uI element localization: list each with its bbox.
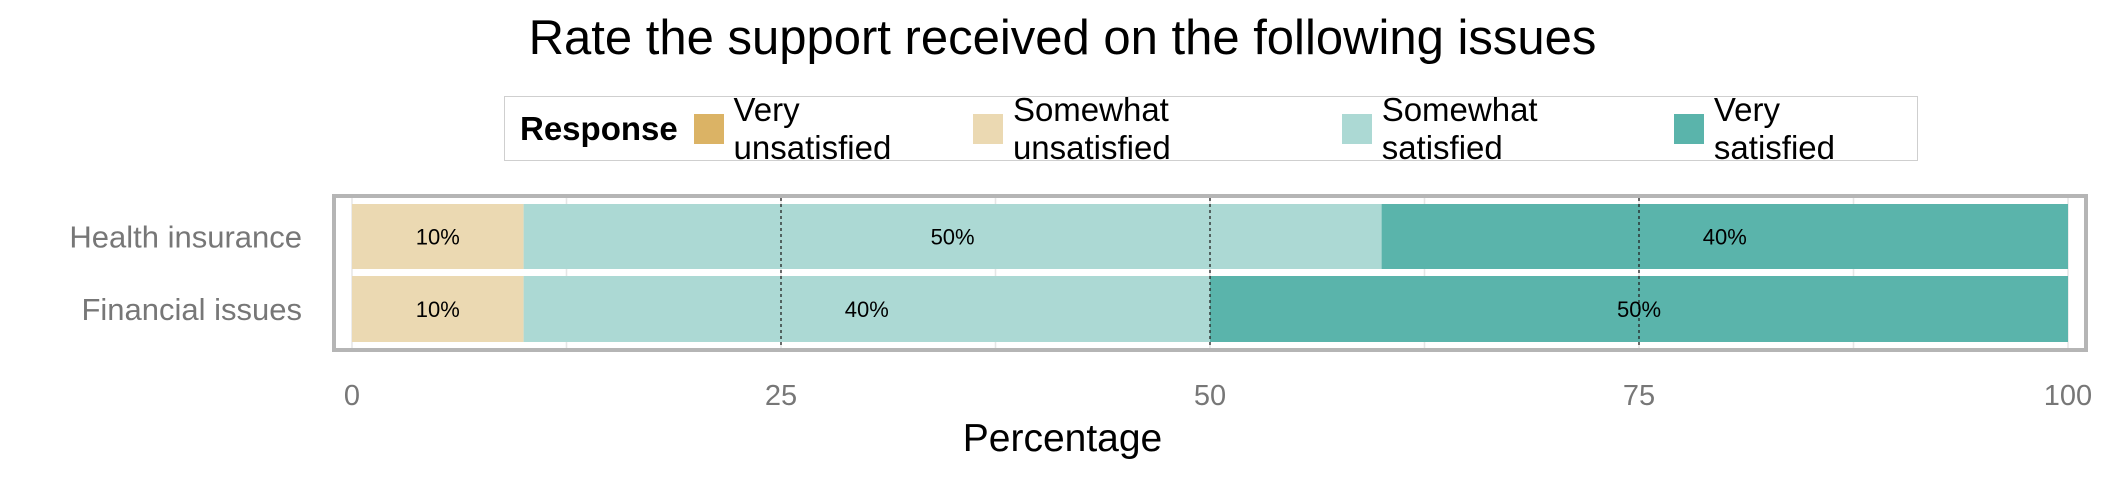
legend-title: Response — [520, 109, 678, 147]
chart-title: Rate the support received on the followi… — [528, 11, 1597, 65]
legend-item: Somewhat satisfied — [1341, 90, 1666, 167]
legend: Response Very unsatisfied Somewhat unsati… — [504, 91, 1918, 166]
legend-swatch — [973, 113, 1003, 144]
legend-label: Very satisfied — [1713, 90, 1835, 166]
data-label: 50% — [931, 225, 975, 250]
bar-segment — [352, 204, 524, 269]
x-tick-label: 50 — [1194, 380, 1226, 410]
legend-label: Somewhat satisfied — [1381, 90, 1538, 166]
chart-plot: 10% 50% 40% 10% 40% 50% Health insurance Financ… — [69, 194, 2092, 410]
legend-item: Somewhat unsatisfied — [973, 91, 1334, 167]
data-label: 40% — [1703, 225, 1747, 250]
x-tick-label: 100 — [2044, 380, 2092, 410]
bar-segment — [523, 276, 1210, 342]
legend-swatch — [693, 113, 724, 144]
data-label: 10% — [416, 225, 460, 250]
legend-swatch — [1341, 113, 1372, 144]
x-tick-label: 25 — [765, 380, 797, 410]
legend-item: Very unsatisfied — [693, 90, 965, 167]
bar-segment — [352, 276, 524, 342]
category-label: Health insurance — [69, 220, 302, 255]
x-axis-title: Percentage — [962, 417, 1163, 460]
legend-item: Very satisfied — [1674, 91, 1909, 167]
legend-label: Somewhat unsatisfied — [1012, 90, 1171, 166]
bar-segment — [1381, 204, 2068, 269]
bar-segment — [523, 204, 1382, 269]
legend-label: Very unsatisfied — [733, 90, 892, 166]
category-label: Financial issues — [81, 292, 302, 327]
data-label: 50% — [1617, 297, 1661, 322]
x-tick-label: 0 — [344, 380, 360, 410]
data-label: 40% — [845, 297, 889, 322]
legend-swatch — [1674, 113, 1704, 144]
panel-border — [332, 194, 2088, 352]
x-tick-label: 75 — [1623, 380, 1655, 410]
data-label: 10% — [416, 297, 460, 322]
